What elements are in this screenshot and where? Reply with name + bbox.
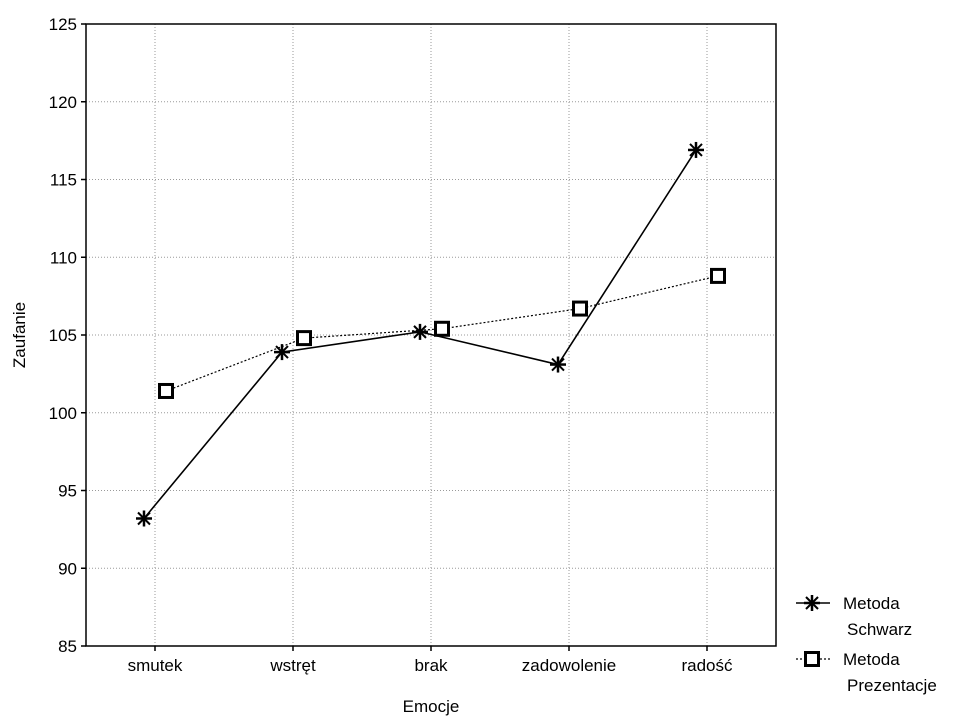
legend-label: Metoda bbox=[843, 594, 900, 613]
x-tick-label: wstręt bbox=[269, 656, 316, 675]
y-tick-label: 90 bbox=[58, 559, 77, 578]
legend: Metoda Schwarz Metoda Prezentacje bbox=[796, 594, 937, 695]
legend-marker-2 bbox=[804, 651, 820, 667]
marker-stroke bbox=[551, 357, 565, 372]
marker-stroke bbox=[137, 511, 151, 526]
data-point-series-2 bbox=[572, 300, 588, 317]
legend-label: Metoda bbox=[843, 650, 900, 669]
series-line-2 bbox=[165, 275, 719, 392]
series-layer bbox=[136, 141, 726, 527]
marker-stroke bbox=[805, 596, 819, 610]
x-axis-title: Emocje bbox=[403, 697, 460, 716]
legend-label: Prezentacje bbox=[847, 676, 937, 695]
legend-label: Schwarz bbox=[847, 620, 912, 639]
data-point-series-1 bbox=[274, 344, 290, 361]
data-point-series-1 bbox=[412, 323, 428, 340]
y-axis-title: Zaufanie bbox=[10, 302, 29, 368]
y-tick-label: 115 bbox=[50, 171, 77, 190]
axis-ticks: 85 90 95 100 105 110 115 120 125 smutek wstręt brak… bbox=[49, 15, 733, 675]
x-tick-label: zadowolenie bbox=[522, 656, 617, 675]
x-tick-label: radość bbox=[681, 656, 733, 675]
marker-stroke bbox=[689, 143, 703, 157]
data-point-series-2 bbox=[710, 267, 726, 284]
y-tick-label: 120 bbox=[49, 93, 77, 112]
data-point-series-2 bbox=[434, 320, 450, 337]
data-point-series-1 bbox=[136, 510, 152, 527]
y-tick-label: 95 bbox=[58, 482, 77, 501]
y-tick-label: 100 bbox=[49, 404, 77, 423]
y-tick-label: 105 bbox=[49, 326, 77, 345]
data-point-series-1 bbox=[688, 141, 704, 158]
legend-marker-1 bbox=[804, 595, 820, 611]
y-tick-label: 125 bbox=[49, 15, 77, 34]
data-point-series-2 bbox=[296, 330, 312, 347]
marker-stroke bbox=[275, 345, 289, 359]
x-tick-label: brak bbox=[414, 656, 448, 675]
marker-stroke bbox=[413, 325, 427, 339]
y-tick-label: 110 bbox=[50, 248, 77, 267]
data-point-series-1 bbox=[550, 356, 566, 373]
y-tick-label: 85 bbox=[58, 637, 77, 656]
x-tick-label: smutek bbox=[128, 656, 183, 675]
data-point-series-2 bbox=[158, 382, 174, 399]
